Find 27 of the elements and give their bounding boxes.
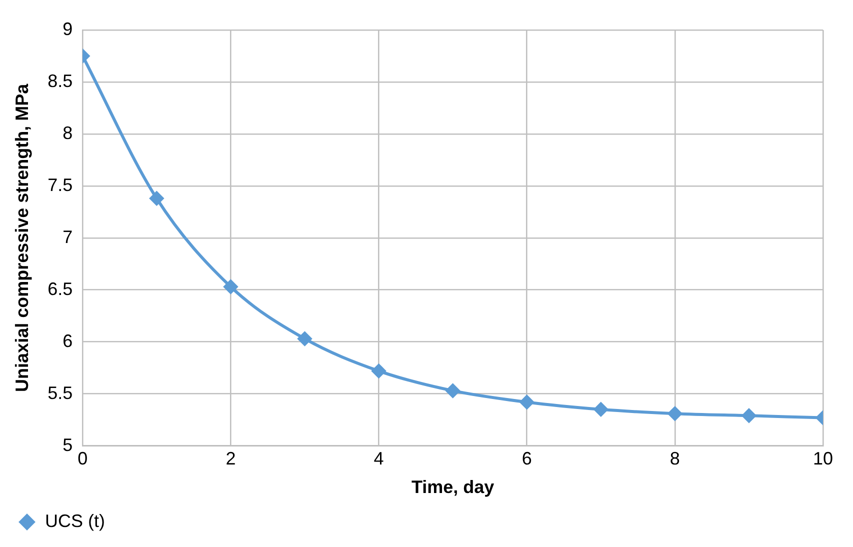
point [446,384,460,398]
point [520,395,534,410]
x-tick-label: 0 [78,448,88,469]
point [298,332,312,346]
point [224,280,238,294]
point [742,408,756,423]
point [372,364,386,378]
point [594,402,608,416]
y-tick-label: 6.5 [48,278,73,299]
y-tick-label: 7 [62,226,73,247]
x-axis-title: Time, day [411,477,494,498]
point [668,406,682,421]
y-tick-label: 7.5 [48,174,73,195]
y-tick-label: 5 [62,434,73,455]
y-tick-label: 5.5 [48,382,73,403]
point [150,191,164,206]
legend-label: UCS (t) [45,510,105,531]
x-tick-label: 10 [812,448,834,469]
x-tick-label: 4 [374,448,384,469]
x-tick-label: 2 [226,448,236,469]
y-tick-label: 8.5 [48,70,73,91]
y-tick-label: 8 [62,122,73,143]
x-tick-label: 6 [522,448,532,469]
y-axis-title: Uniaxial compressive strength, MPa [12,82,32,392]
y-tick-label: 9 [62,18,73,39]
y-tick-label: 6 [62,330,73,351]
x-tick-label: 8 [670,448,680,469]
